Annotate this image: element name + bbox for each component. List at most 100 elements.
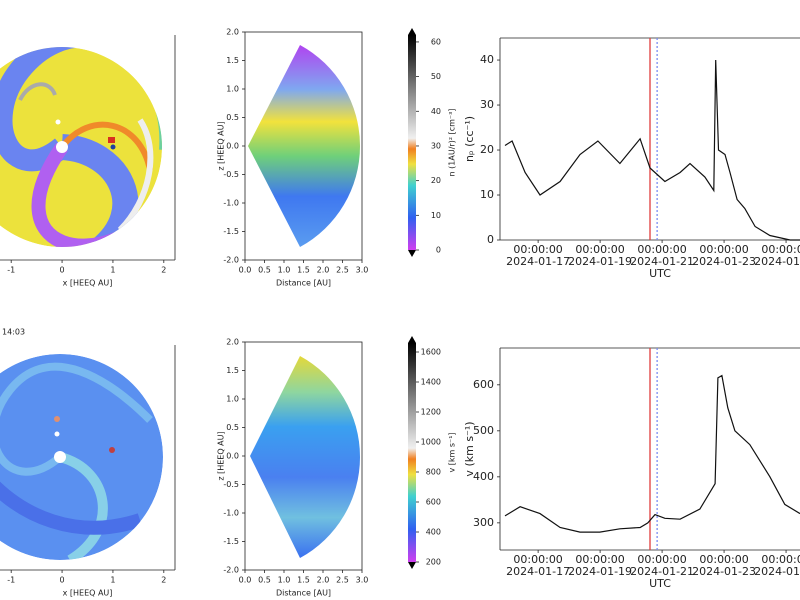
x-tick-label: 00:00:00	[575, 553, 624, 566]
y-tick-label: 600	[473, 378, 494, 391]
y-tick-label: -0.5	[223, 480, 239, 489]
y-axis-label: nₚ (cc⁻¹)	[463, 116, 476, 162]
y-tick-label: 10	[480, 188, 494, 201]
x-tick-date: 2024-01-25	[754, 255, 800, 268]
y-tick-label: 30	[480, 98, 494, 111]
colorbar-label: v [km s⁻¹]	[448, 432, 457, 472]
colorbar-tick-label: 200	[426, 558, 441, 567]
y-tick-label: -2.0	[223, 256, 239, 265]
x-axis-label: Distance [AU]	[276, 279, 331, 288]
colorbar-tick-label: 30	[431, 141, 441, 150]
y-tick-label: -1.0	[223, 509, 239, 518]
colorbar-tick-label: 50	[431, 72, 441, 81]
y-tick-label: 300	[473, 516, 494, 529]
y-tick-label: 1.5	[226, 56, 239, 65]
x-axis-label: UTC	[649, 577, 671, 590]
x-tick-label: -1	[7, 576, 15, 585]
y-tick-label: 0.0	[226, 142, 239, 151]
y-tick-label: 0.0	[226, 452, 239, 461]
colorbar-tick-label: 600	[426, 498, 441, 507]
density-map-image	[0, 47, 162, 247]
map-title: 14:03	[2, 328, 25, 337]
x-tick-date: 2024-01-23	[692, 255, 756, 268]
x-tick-date: 2024-01-23	[692, 565, 756, 578]
x-tick-label: 3.0	[356, 266, 369, 275]
y-tick-label: 40	[480, 53, 494, 66]
x-tick-date: 2024-01-17	[506, 255, 570, 268]
x-tick-label: 1.5	[297, 266, 310, 275]
velocity-map-image	[0, 354, 163, 560]
x-tick-label: 00:00:00	[699, 243, 748, 256]
colorbar-image	[408, 343, 416, 562]
x-tick-label: 00:00:00	[513, 243, 562, 256]
x-tick-label: 1.0	[278, 576, 291, 585]
series-line	[504, 59, 800, 241]
y-tick-label: -1.0	[223, 199, 239, 208]
colorbar-tick-label: 1000	[421, 438, 441, 447]
x-axis-label: x [HEEQ AU]	[63, 279, 113, 288]
x-axis-label: Distance [AU]	[276, 589, 331, 598]
x-tick-label: 2	[161, 576, 166, 585]
y-tick-label: 2.0	[226, 338, 239, 347]
colorbar-tick-label: 800	[426, 468, 441, 477]
x-tick-label: -1	[7, 266, 15, 275]
x-tick-label: 0	[60, 266, 65, 275]
x-tick-label: 1	[110, 266, 115, 275]
y-tick-label: -1.5	[223, 537, 239, 546]
colorbar-tick-label: 60	[431, 37, 441, 46]
colorbar-tick-label: 10	[431, 211, 441, 220]
x-tick-label: 00:00:00	[637, 243, 686, 256]
x-tick-label: 1.0	[278, 266, 291, 275]
y-tick-label: 1.0	[226, 395, 239, 404]
y-tick-label: 20	[480, 143, 494, 156]
x-tick-label: 00:00:00	[637, 553, 686, 566]
x-tick-label: 0.0	[239, 576, 252, 585]
x-tick-label: 0.5	[258, 576, 271, 585]
x-tick-date: 2024-01-17	[506, 565, 570, 578]
density-wedge-image	[248, 45, 361, 247]
y-tick-label: -1.5	[223, 227, 239, 236]
y-tick-label: 0	[487, 233, 494, 246]
x-tick-label: 00:00:00	[761, 243, 800, 256]
velocity-wedge-image	[250, 356, 361, 558]
y-tick-label: 1.0	[226, 85, 239, 94]
x-tick-label: 2	[161, 266, 166, 275]
x-tick-label: 2.0	[317, 266, 330, 275]
x-tick-label: 1	[110, 576, 115, 585]
colorbar-tick-label: 1200	[421, 408, 441, 417]
y-tick-label: 2.0	[226, 28, 239, 37]
x-tick-label: 00:00:00	[761, 553, 800, 566]
x-tick-label: 0.5	[258, 266, 271, 275]
x-tick-label: 00:00:00	[513, 553, 562, 566]
colorbar-image	[408, 35, 416, 250]
x-tick-date: 2024-01-21	[630, 565, 694, 578]
colorbar-label: n (1AU/r)² [cm⁻³]	[448, 109, 457, 177]
x-tick-label: 1.5	[297, 576, 310, 585]
x-tick-label: 0.0	[239, 266, 252, 275]
x-tick-label: 2.0	[317, 576, 330, 585]
x-tick-label: 2.5	[336, 576, 349, 585]
x-tick-label: 2.5	[336, 266, 349, 275]
x-tick-label: 0	[60, 576, 65, 585]
y-axis-label: z [HEEQ AU]	[217, 431, 226, 480]
x-tick-date: 2024-01-21	[630, 255, 694, 268]
colorbar-tick-label: 1600	[421, 348, 441, 357]
colorbar-tick-label: 0	[436, 246, 441, 255]
y-tick-label: -2.0	[223, 566, 239, 575]
y-tick-label: 500	[473, 424, 494, 437]
x-tick-date: 2024-01-25	[754, 565, 800, 578]
colorbar-tick-label: 20	[431, 176, 441, 185]
y-tick-label: 400	[473, 470, 494, 483]
x-axis-label: UTC	[649, 267, 671, 280]
y-axis-label: z [HEEQ AU]	[217, 121, 226, 170]
x-tick-label: 00:00:00	[575, 243, 624, 256]
x-tick-date: 2024-01-19	[568, 255, 632, 268]
x-tick-date: 2024-01-19	[568, 565, 632, 578]
colorbar-tick-label: 1400	[421, 378, 441, 387]
y-tick-label: -0.5	[223, 170, 239, 179]
colorbar-tick-label: 400	[426, 528, 441, 537]
y-axis-label: v (km s⁻¹)	[463, 421, 476, 476]
x-tick-label: 3.0	[356, 576, 369, 585]
